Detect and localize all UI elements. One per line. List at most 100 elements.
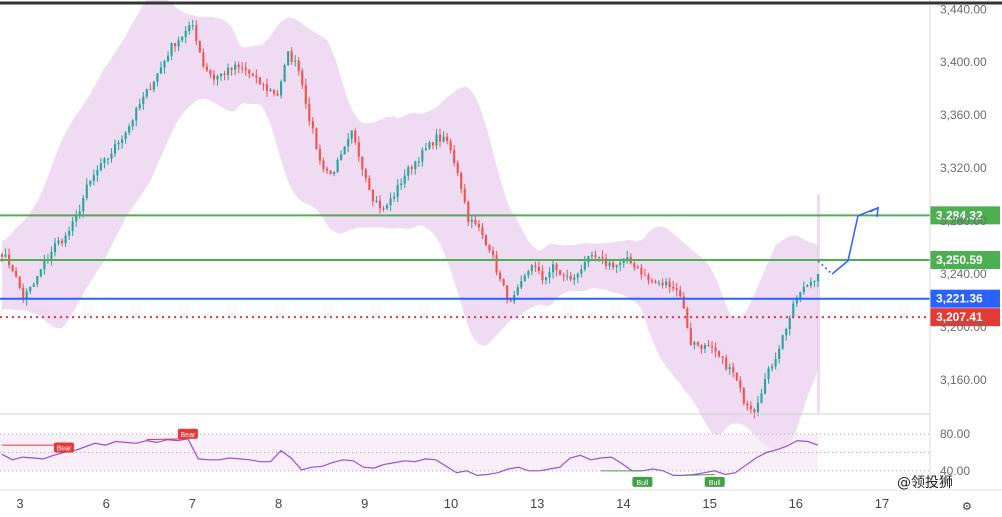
candle: [113, 144, 117, 154]
candle: [18, 276, 21, 288]
candle: [544, 277, 548, 281]
candle: [668, 281, 671, 288]
candle: [516, 287, 519, 295]
candle: [184, 30, 187, 38]
candle: [604, 258, 608, 266]
y-tick-label: 3,440.00: [940, 2, 987, 16]
candle: [424, 148, 427, 151]
x-tick-label: 15: [702, 496, 716, 511]
candle: [502, 279, 505, 286]
candle: [71, 221, 74, 232]
candle: [145, 89, 148, 97]
candle: [350, 130, 353, 139]
candle: [506, 285, 509, 301]
candle: [322, 160, 325, 169]
candle: [301, 70, 304, 86]
candle: [272, 89, 276, 94]
settings-icon[interactable]: ⚙: [962, 500, 972, 513]
candle: [474, 219, 477, 224]
candle: [255, 75, 258, 78]
candle: [410, 167, 413, 169]
candle: [446, 136, 449, 142]
candle: [650, 280, 654, 282]
candle: [332, 171, 336, 175]
candle: [99, 163, 102, 171]
candle: [686, 308, 689, 329]
candle: [57, 240, 60, 244]
projection-path: [817, 206, 879, 275]
candle: [237, 64, 240, 68]
candle: [315, 128, 318, 150]
candle: [679, 290, 682, 297]
candle: [732, 367, 735, 373]
bull-div-2: [683, 474, 715, 476]
candle: [509, 300, 512, 302]
candle: [541, 270, 544, 281]
candle: [499, 272, 502, 280]
candle: [739, 380, 742, 388]
candle: [202, 52, 205, 67]
candle: [385, 205, 389, 209]
candle: [725, 357, 728, 370]
candle: [594, 255, 597, 258]
candle: [672, 287, 675, 289]
rsi-signals: Bear Bear Bull Bull: [2, 428, 725, 487]
candle: [640, 267, 643, 275]
candle: [806, 285, 809, 287]
candle: [463, 188, 466, 203]
y-tick-label: 3,160.00: [940, 373, 987, 387]
candle: [389, 198, 392, 206]
candle: [435, 134, 438, 146]
candle: [636, 267, 639, 269]
projection-arrow: [869, 206, 879, 217]
candle: [576, 273, 579, 278]
candle: [75, 215, 78, 222]
y-tick-label: 3,240.00: [940, 267, 987, 281]
candle: [710, 346, 714, 348]
candle: [417, 161, 420, 163]
candle: [382, 208, 385, 210]
candle: [294, 60, 297, 62]
candle: [361, 156, 364, 170]
candle: [234, 64, 237, 70]
candle: [552, 264, 555, 273]
candle: [477, 223, 480, 228]
candle: [816, 274, 820, 282]
y-tick-label: 3,320.00: [940, 161, 987, 175]
candle: [329, 170, 332, 175]
candle: [449, 141, 452, 150]
candle: [438, 134, 442, 142]
candle: [43, 260, 46, 270]
candle: [343, 146, 346, 155]
candle: [626, 257, 629, 260]
bollinger-bands: [2, 0, 820, 450]
candle: [96, 170, 99, 176]
candle: [11, 265, 14, 272]
rsi-tick-label: 80.00: [940, 427, 970, 441]
candle: [795, 298, 798, 304]
candle: [280, 81, 283, 96]
candle: [566, 275, 569, 277]
y-tick-label: 3,360.00: [940, 108, 987, 122]
level-label-0: 3,284.32: [936, 208, 983, 222]
candle: [251, 73, 254, 76]
level-tag-2: [930, 289, 1000, 308]
candle: [813, 281, 816, 283]
candle: [809, 281, 812, 286]
candle: [495, 255, 498, 273]
candle: [763, 379, 767, 394]
signal-label-3: Bull: [709, 480, 721, 487]
candle: [244, 68, 247, 71]
candle: [580, 269, 583, 274]
candle: [802, 286, 805, 293]
rsi-tick-label: 40.00: [940, 464, 970, 478]
candle: [368, 178, 371, 191]
candle: [781, 335, 784, 349]
level-label-1: 3,250.59: [936, 253, 983, 267]
candle: [181, 37, 184, 41]
candle: [615, 264, 618, 268]
candle: [219, 73, 223, 77]
level-tag-3: [930, 308, 1000, 327]
candle: [121, 139, 124, 143]
candle: [354, 130, 357, 143]
